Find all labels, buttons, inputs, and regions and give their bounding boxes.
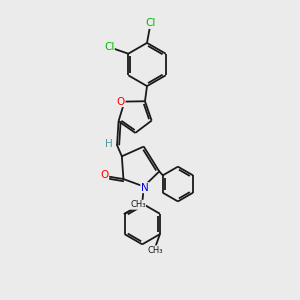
Text: CH₃: CH₃ bbox=[130, 200, 146, 209]
Text: O: O bbox=[117, 97, 125, 106]
Text: H: H bbox=[105, 139, 112, 149]
Text: Cl: Cl bbox=[104, 42, 114, 52]
Text: O: O bbox=[100, 170, 109, 181]
Text: N: N bbox=[141, 183, 148, 193]
Text: Cl: Cl bbox=[146, 18, 156, 28]
Text: CH₃: CH₃ bbox=[148, 246, 163, 255]
